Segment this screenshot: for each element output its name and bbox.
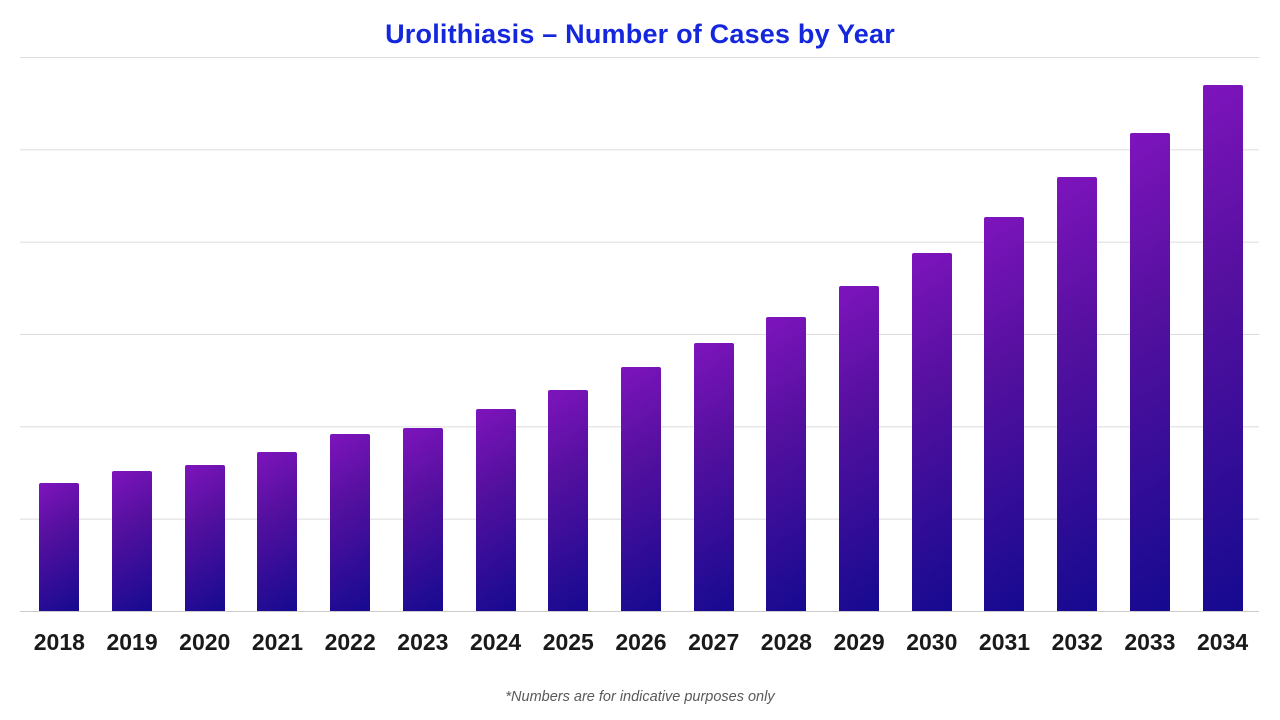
- x-axis-label-2026: 2026: [615, 629, 667, 655]
- bar-2022: [330, 433, 371, 611]
- bar-slot: [532, 57, 605, 611]
- x-axis-label-2023: 2023: [397, 629, 449, 655]
- bar-2026: [620, 367, 661, 611]
- bars-container: [23, 57, 1259, 611]
- x-axis-label-2024: 2024: [469, 629, 522, 655]
- x-axis-label-2033: 2033: [1124, 629, 1176, 655]
- x-axis-label-2019: 2019: [106, 629, 158, 655]
- bar-slot: [314, 57, 387, 611]
- x-axis-label-2031: 2031: [978, 629, 1031, 655]
- bar-2025: [548, 390, 589, 611]
- bar-slot: [1114, 57, 1187, 611]
- bar-slot: [241, 57, 314, 611]
- bar-2028: [766, 317, 807, 611]
- bar-2024: [475, 408, 516, 611]
- bar-2023: [402, 428, 443, 611]
- bar-slot: [677, 57, 750, 611]
- bar-slot: [750, 57, 823, 611]
- x-axis-label-2020: 2020: [179, 629, 231, 655]
- bar-slot: [96, 57, 169, 611]
- bar-2027: [693, 343, 734, 611]
- bar-slot: [23, 57, 96, 611]
- x-axis-label-2025: 2025: [542, 629, 594, 655]
- bar-2018: [39, 482, 80, 611]
- bar-slot: [895, 57, 968, 611]
- x-axis-label-2029: 2029: [833, 629, 885, 655]
- x-axis-label-2030: 2030: [906, 629, 958, 655]
- bar-2031: [984, 216, 1025, 611]
- x-axis-label-2021: 2021: [251, 629, 304, 655]
- bar-slot: [168, 57, 241, 611]
- bar-2021: [257, 452, 298, 611]
- bar-2030: [911, 252, 952, 611]
- x-axis-label-2034: 2034: [1197, 629, 1249, 655]
- bar-slot: [459, 57, 532, 611]
- x-axis-label-2028: 2028: [760, 629, 812, 655]
- x-axis-labels: 2018 2019 2020 2021 2022 2023 2024 2025 2026 2027…: [23, 629, 1259, 656]
- chart-title: Urolithiasis – Number of Cases by Year: [385, 19, 895, 49]
- bar-slot: [387, 57, 460, 611]
- footnote: *Numbers are for indicative purposes onl…: [505, 689, 775, 705]
- bar-2020: [184, 465, 225, 611]
- bar-slot: [1186, 57, 1259, 611]
- bar-slot: [968, 57, 1041, 611]
- bar-2034: [1202, 84, 1243, 611]
- x-axis-label-2027: 2027: [688, 629, 740, 655]
- bar-2032: [1057, 177, 1098, 611]
- x-axis-label-2022: 2022: [324, 629, 376, 655]
- bar-2033: [1129, 132, 1170, 611]
- bar-2019: [112, 470, 153, 611]
- bar-slot: [605, 57, 678, 611]
- x-axis-label-2018: 2018: [33, 629, 85, 655]
- bar-2029: [839, 286, 880, 611]
- bar-slot: [1041, 57, 1114, 611]
- plot-area: [20, 57, 1259, 612]
- bar-slot: [823, 57, 896, 611]
- x-axis-label-2032: 2032: [1051, 629, 1103, 655]
